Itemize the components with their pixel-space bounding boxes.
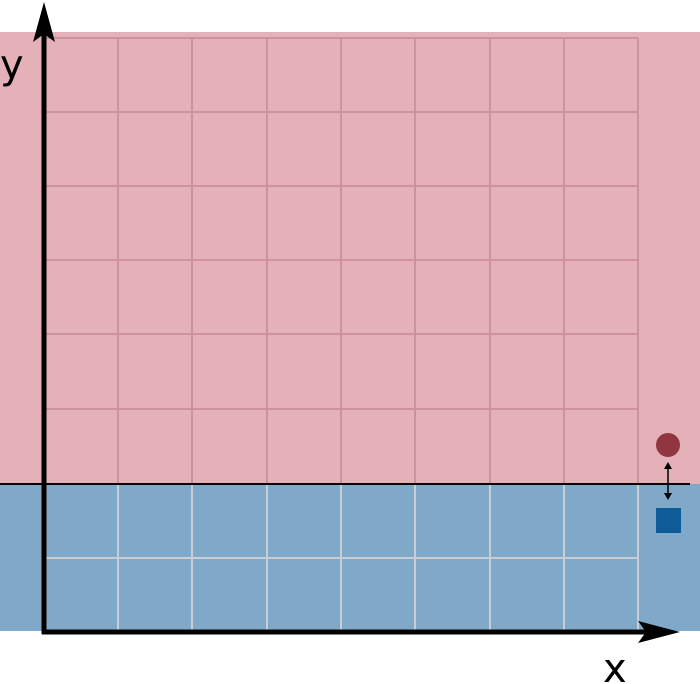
x-axis-label: x bbox=[603, 646, 627, 684]
double-arrow-icon bbox=[664, 462, 672, 500]
circle-marker-icon bbox=[656, 433, 680, 457]
y-axis-label: y bbox=[0, 42, 24, 88]
upper-region bbox=[0, 32, 700, 484]
square-marker-icon bbox=[656, 508, 681, 533]
x-axis bbox=[42, 621, 680, 643]
upper-grid bbox=[43, 37, 639, 484]
y-axis bbox=[33, 2, 55, 634]
